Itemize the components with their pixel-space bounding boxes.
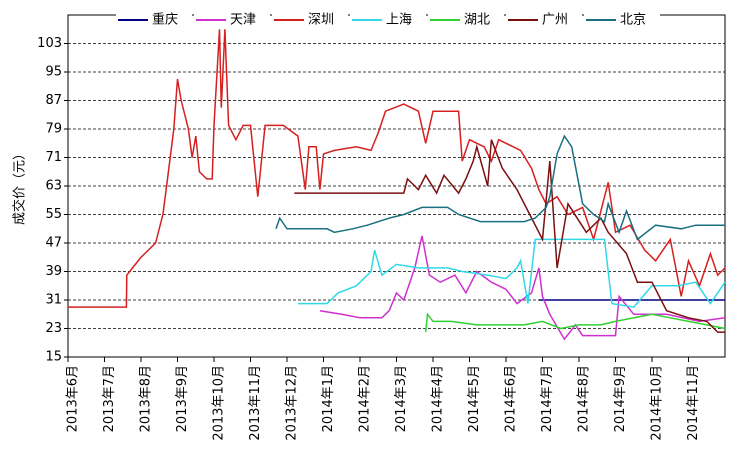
- x-tick-label: 2014年9月: [613, 365, 628, 432]
- series-line: [319, 235, 726, 341]
- x-tick-label: 2014年11月: [686, 365, 701, 441]
- legend-label: 广州: [542, 13, 568, 28]
- legend-label: 重庆: [152, 12, 178, 28]
- series-line: [68, 29, 726, 308]
- y-tick-label: 95: [45, 65, 62, 80]
- legend-bg: [194, 11, 270, 29]
- y-tick-label: 63: [45, 179, 62, 194]
- x-tick-label: 2014年2月: [358, 365, 373, 432]
- y-tick-label: 103: [37, 36, 62, 51]
- legend-label: 湖北: [464, 13, 490, 28]
- legend-bg: [116, 11, 192, 29]
- x-tick-label: 2013年11月: [248, 365, 263, 441]
- x-tick-label: 2014年5月: [467, 365, 482, 432]
- x-tick-label: 2013年9月: [175, 365, 190, 432]
- x-tick-label: 2014年10月: [650, 365, 665, 441]
- legend-label: 天津: [230, 13, 256, 28]
- x-tick-label: 2014年3月: [394, 365, 409, 432]
- x-tick-label: 2013年8月: [139, 365, 154, 432]
- y-tick-label: 23: [45, 321, 62, 336]
- legend-bg: [506, 11, 582, 29]
- x-tick-label: 2013年7月: [102, 365, 117, 432]
- y-tick-label: 15: [45, 350, 62, 365]
- legend-label: 上海: [386, 13, 412, 28]
- y-tick-label: 39: [45, 264, 62, 279]
- x-tick-label: 2013年10月: [212, 365, 227, 441]
- y-tick-label: 47: [45, 236, 62, 251]
- legend-bg: [272, 11, 348, 29]
- legend-bg: [584, 11, 660, 29]
- y-tick-label: 31: [45, 293, 62, 308]
- x-tick-label: 2013年12月: [285, 365, 300, 441]
- x-tick-label: 2014年7月: [540, 365, 555, 432]
- y-tick-label: 87: [45, 93, 62, 108]
- x-tick-label: 2013年6月: [66, 365, 81, 432]
- legend-label: 北京: [620, 13, 646, 28]
- series-line: [424, 312, 726, 333]
- series-line: [297, 238, 726, 308]
- x-tick-label: 2014年8月: [577, 365, 592, 432]
- x-tick-label: 2014年1月: [321, 365, 336, 432]
- x-tick-label: 2014年6月: [504, 365, 519, 432]
- y-tick-label: 79: [45, 122, 62, 137]
- y-tick-label: 71: [45, 150, 62, 165]
- legend-label: 深圳: [308, 13, 334, 28]
- y-tick-label: 55: [45, 207, 62, 222]
- y-axis-label: 成交价（元）: [12, 147, 28, 225]
- x-tick-label: 2014年4月: [431, 365, 446, 432]
- legend-bg: [350, 11, 426, 29]
- series-line: [294, 139, 725, 333]
- series-line: [275, 134, 725, 241]
- legend-bg: [428, 11, 504, 29]
